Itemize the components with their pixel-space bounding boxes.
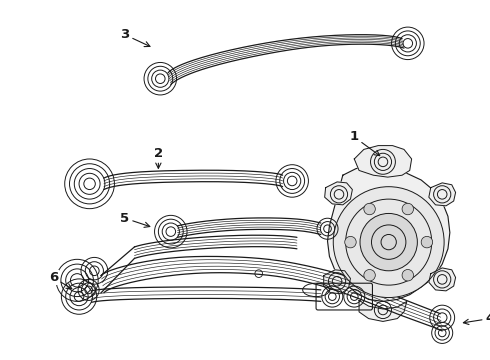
Text: 4: 4 (464, 312, 490, 325)
Polygon shape (325, 182, 352, 205)
Circle shape (402, 270, 414, 281)
Circle shape (402, 203, 414, 215)
Text: 3: 3 (121, 28, 150, 46)
Text: 1: 1 (350, 130, 380, 156)
Circle shape (345, 237, 356, 248)
Circle shape (364, 203, 375, 215)
Polygon shape (327, 167, 450, 301)
Text: 2: 2 (154, 147, 163, 168)
Text: 6: 6 (49, 271, 72, 289)
Polygon shape (354, 145, 412, 177)
Circle shape (364, 270, 375, 281)
Circle shape (333, 187, 444, 298)
Polygon shape (359, 300, 407, 321)
Circle shape (421, 237, 433, 248)
Circle shape (360, 213, 417, 271)
Polygon shape (429, 183, 456, 206)
Text: 5: 5 (121, 212, 150, 228)
Polygon shape (429, 268, 456, 291)
Polygon shape (324, 270, 350, 294)
